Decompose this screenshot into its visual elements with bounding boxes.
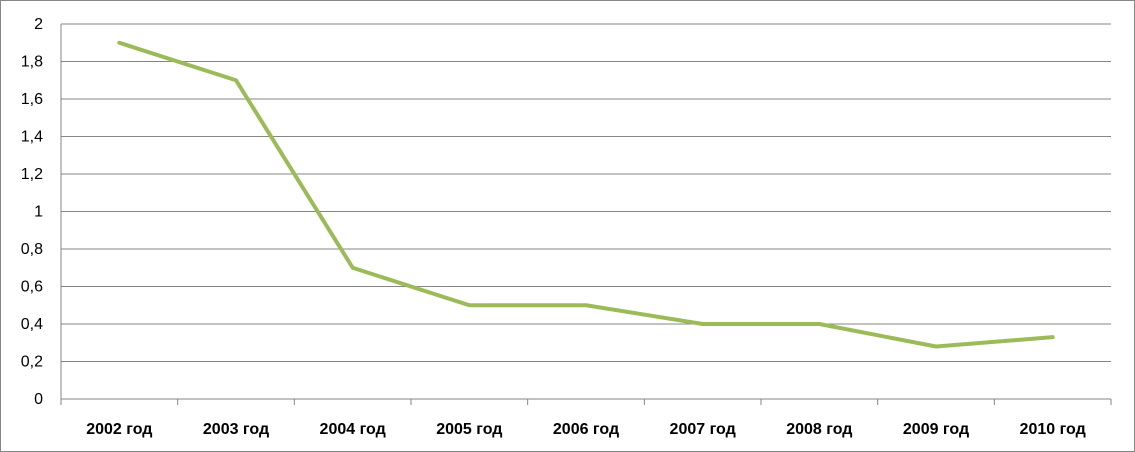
y-tick-label: 1,2 (21, 166, 43, 183)
y-tick-label: 0,2 (21, 354, 43, 371)
x-tick-label: 2005 год (436, 421, 502, 438)
y-tick-label: 1,6 (21, 91, 43, 108)
x-tick-label: 2009 год (903, 421, 969, 438)
y-tick-label: 0,6 (21, 279, 43, 296)
series-line (117, 40, 1055, 349)
series-group (117, 40, 1055, 349)
x-tick-label: 2007 год (670, 421, 736, 438)
y-tick-label: 1,8 (21, 54, 43, 71)
x-tick-label: 2008 год (786, 421, 852, 438)
x-tick-label: 2004 год (320, 421, 386, 438)
y-tick-label: 2 (34, 16, 43, 33)
y-axis-ticks: 0 0,2 0,4 0,6 0,8 1 1,2 1,4 1,6 1,8 2 (21, 16, 43, 408)
y-tick-label: 0 (34, 391, 43, 408)
x-tick-label: 2003 год (203, 421, 269, 438)
x-axis-ticks: 2002 год 2003 год 2004 год 2005 год 2006 год… (86, 421, 1086, 438)
gridlines (61, 23, 1111, 362)
y-tick-label: 0,8 (21, 241, 43, 258)
x-axis (60, 24, 1112, 405)
x-tick-label: 2010 год (1020, 421, 1086, 438)
y-tick-label: 1 (34, 204, 43, 221)
y-tick-label: 1,4 (21, 129, 43, 146)
x-tick-label: 2002 год (86, 421, 152, 438)
x-tick-label: 2006 год (553, 421, 619, 438)
y-tick-label: 0,4 (21, 316, 43, 333)
